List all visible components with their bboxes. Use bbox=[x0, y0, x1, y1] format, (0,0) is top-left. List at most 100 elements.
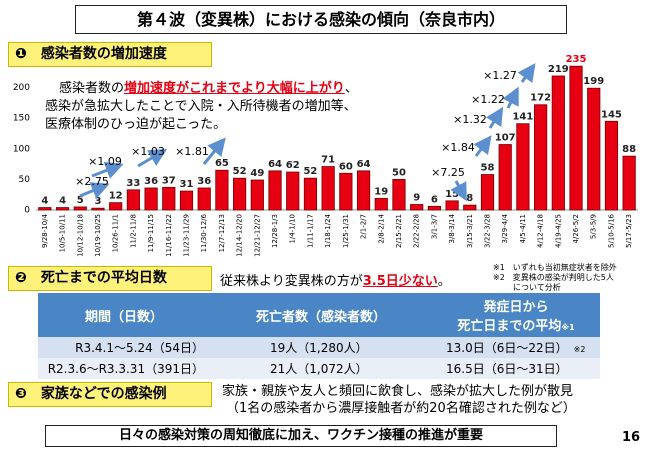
value-label: 141 bbox=[512, 112, 533, 123]
bar bbox=[179, 190, 194, 211]
header-line: 死亡日までの平均※1 bbox=[438, 315, 594, 334]
bar bbox=[55, 207, 70, 211]
annotation-arrow bbox=[502, 86, 519, 109]
x-tick-label: 9/28-10/4 bbox=[41, 213, 49, 248]
bar bbox=[303, 177, 318, 211]
cell: R3.4.1～5.24（54日） bbox=[75, 341, 204, 355]
bar bbox=[445, 200, 459, 211]
bar bbox=[427, 205, 441, 211]
x-tick-label: 12/7-12/13 bbox=[218, 214, 226, 252]
cell: 21人（1,072人） bbox=[270, 362, 368, 376]
header-cell: 期間（日数） bbox=[84, 309, 163, 325]
bar bbox=[622, 155, 636, 211]
header-cell: 死亡者数（感染者数） bbox=[255, 309, 386, 325]
x-tick-label: 5/10-5/16 bbox=[607, 213, 615, 248]
value-label: 36 bbox=[144, 176, 158, 187]
value-label: 71 bbox=[321, 155, 335, 166]
section-title: 家族などでの感染例 bbox=[40, 386, 167, 402]
annotation-arrow bbox=[137, 148, 168, 168]
bar bbox=[126, 189, 140, 211]
cell: R2.3.6～R3.3.31（391日） bbox=[47, 362, 204, 376]
value-label: 172 bbox=[530, 93, 551, 104]
bar bbox=[392, 178, 406, 211]
value-label: 4 bbox=[41, 196, 48, 207]
cell: 19人（1,280人） bbox=[270, 341, 368, 355]
bar bbox=[498, 144, 512, 211]
annotation: ×1.84 bbox=[441, 141, 475, 154]
x-tick-label: 5/17-5/23 bbox=[625, 214, 633, 248]
text: 。 bbox=[437, 274, 451, 289]
header-note: ※1 bbox=[561, 323, 575, 332]
bar bbox=[480, 174, 495, 211]
page-number: 16 bbox=[622, 430, 641, 445]
value-label: 52 bbox=[303, 166, 317, 177]
value-label: 49 bbox=[250, 168, 264, 179]
value-label: 62 bbox=[286, 160, 300, 171]
section-text: 家族・親族や友人と頻回に飲食し、感染が拡大した例が散見 （1名の感染者から濃厚接… bbox=[222, 383, 576, 417]
annotation-arrow bbox=[486, 106, 504, 129]
x-tick-label: 10/26-11/1 bbox=[112, 214, 120, 252]
table: 期間（日数） 死亡者数（感染者数） 発症日から 死亡日までの平均※1 R3.4.1… bbox=[38, 293, 600, 379]
bar bbox=[73, 206, 87, 211]
value-label: 88 bbox=[622, 144, 636, 155]
bar bbox=[109, 202, 123, 211]
bar bbox=[604, 120, 619, 211]
highlight: 3.5日少ない bbox=[362, 274, 438, 289]
note-line: 医療体制のひっ迫が起こった。 bbox=[45, 117, 227, 132]
annotation-arrow bbox=[91, 161, 124, 179]
bar bbox=[286, 171, 300, 211]
x-tick-label: 10/19-10/25 bbox=[94, 214, 102, 257]
value-label: 50 bbox=[392, 167, 406, 178]
bar bbox=[268, 170, 282, 211]
y-tick-label: 0 bbox=[24, 206, 30, 216]
bar bbox=[374, 197, 388, 211]
note-text: 感染者数の bbox=[59, 81, 125, 96]
x-tick-label: 11/23-11/29 bbox=[183, 214, 191, 257]
x-tick-label: 12/28-1/3 bbox=[271, 214, 279, 248]
cell: 13.0日（6日～22日） ※2 bbox=[432, 337, 600, 358]
value-label: 8 bbox=[466, 193, 473, 204]
annotation: ×2.75 bbox=[75, 175, 109, 188]
bar bbox=[197, 187, 211, 211]
annotation-arrow bbox=[79, 182, 110, 199]
value-label: 64 bbox=[268, 159, 282, 170]
x-tick-label: 4/12-4/18 bbox=[537, 214, 545, 248]
section-heading: ❸ 家族などでの感染例 bbox=[8, 382, 212, 407]
value-label: 33 bbox=[126, 178, 140, 189]
bar bbox=[587, 87, 601, 211]
bar bbox=[339, 172, 353, 211]
bar bbox=[38, 207, 52, 211]
bar bbox=[551, 75, 565, 211]
table-header: 期間（日数） 死亡者数（感染者数） 発症日から 死亡日までの平均※1 bbox=[38, 293, 600, 337]
x-tick-label: 1/18-1/24 bbox=[324, 213, 332, 248]
annotation: ×7.25 bbox=[431, 166, 465, 179]
value-label: 6 bbox=[431, 194, 438, 205]
value-label: 9 bbox=[413, 192, 420, 203]
value-label: 12 bbox=[109, 191, 123, 202]
bar bbox=[250, 179, 264, 211]
title: 第４波（変異株）における感染の傾向（奈良市内） bbox=[75, 5, 567, 34]
x-tick-label: 12/14-12/20 bbox=[236, 214, 244, 257]
section-heading: ❷ 死亡までの平均日数 bbox=[8, 266, 212, 291]
x-tick-label: 1/11-1/17 bbox=[306, 214, 314, 248]
x-tick-label: 1/25-1/31 bbox=[342, 214, 350, 248]
annotation: ×1.22 bbox=[471, 93, 505, 106]
section-title: 感染者数の増加速度 bbox=[40, 46, 167, 62]
x-tick-label: 10/5-10/11 bbox=[59, 214, 67, 252]
header-text: 死亡日までの平均 bbox=[457, 319, 562, 334]
y-tick-label: 50 bbox=[19, 175, 31, 185]
bar bbox=[356, 170, 371, 211]
note-line: 感染が急拡大したことで入院・入所待機者の増加等、 bbox=[45, 99, 357, 114]
x-tick-label: 11/2-11/8 bbox=[129, 214, 137, 248]
value-label: 15 bbox=[445, 189, 459, 200]
value-label: 60 bbox=[339, 161, 353, 172]
bar bbox=[162, 186, 176, 211]
text-line: （1名の感染者から濃厚接触者が約20名確認された例など） bbox=[226, 401, 576, 416]
value-label: 65 bbox=[215, 158, 229, 169]
header-cell: 発症日から 死亡日までの平均※1 bbox=[432, 293, 600, 337]
value-label: 19 bbox=[374, 186, 388, 197]
value-label: 3 bbox=[94, 196, 101, 207]
bar bbox=[91, 207, 105, 211]
x-tick-label: 2/15-2/21 bbox=[395, 214, 403, 248]
